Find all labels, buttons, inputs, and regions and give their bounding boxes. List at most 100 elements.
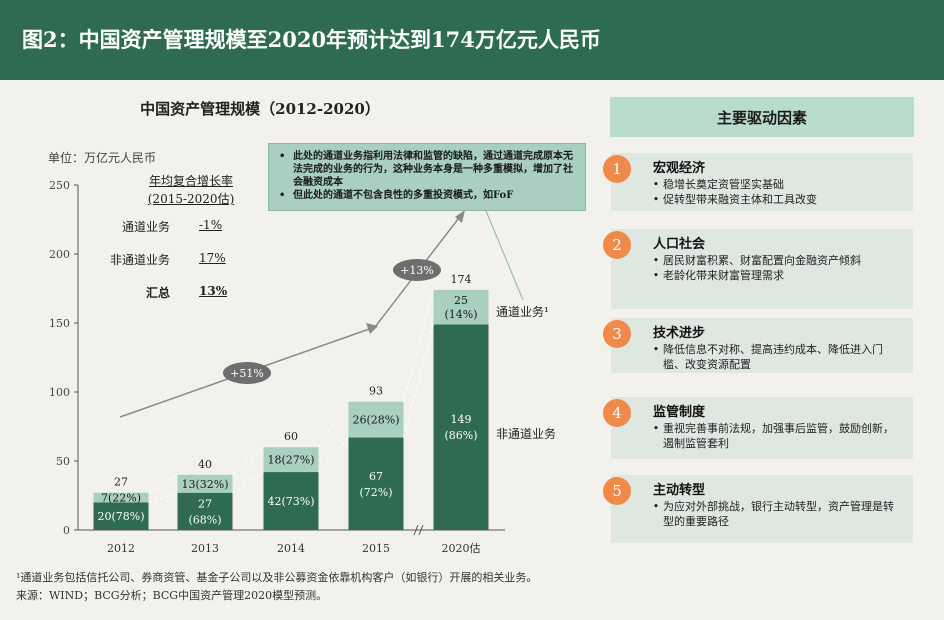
y-tick-label: 0 bbox=[63, 524, 70, 537]
axis-break-mark bbox=[418, 524, 424, 536]
unit-label: 单位：万亿元人民币 bbox=[48, 151, 157, 165]
drivers-heading: 主要驱动因素 bbox=[610, 97, 914, 137]
driver-card bbox=[611, 397, 913, 459]
connector-dashed bbox=[148, 492, 178, 503]
footnote-source: 来源：WIND；BCG分析；BCG中国资产管理2020模型预测。 bbox=[16, 589, 328, 602]
driver-points: • 居民财富积累、财富配置向金融资产倾斜 • 老龄化带来财富管理需求 bbox=[649, 253, 901, 283]
driver-points: • 为应对外部挑战，银行主动转型，资产管理是转型的重要路径 bbox=[649, 499, 901, 529]
growth-label: +13% bbox=[400, 264, 434, 277]
x-tick-label: 2015 bbox=[362, 542, 390, 555]
bar-channel bbox=[433, 289, 489, 325]
driver-number-badge: 2 bbox=[603, 231, 631, 259]
cagr-value-total: 13% bbox=[199, 284, 228, 298]
cagr-heading-line1: 年均复合增长率 bbox=[148, 174, 233, 188]
bar-channel bbox=[263, 447, 319, 473]
driver-point: • 老龄化带来财富管理需求 bbox=[652, 269, 784, 282]
connector-dashed bbox=[403, 289, 434, 402]
data-label-channel: (14%) bbox=[444, 308, 477, 321]
driver-points: • 重视完善事前法规，加强事后监管，鼓励创新，遏制监管套利 bbox=[649, 421, 901, 451]
data-label-channel: 26(28%) bbox=[352, 414, 399, 427]
driver-title: 技术进步 bbox=[653, 326, 706, 341]
data-label-non-channel: 42(73%) bbox=[267, 495, 314, 508]
driver-number-badge: 5 bbox=[603, 477, 631, 505]
segment-label-non-channel: 非通道业务 bbox=[496, 427, 557, 441]
driver-item: 2 人口社会 • 居民财富积累、财富配置向金融资产倾斜 • 老龄化带来财富管理需求 bbox=[603, 229, 913, 309]
driver-card bbox=[611, 318, 913, 373]
connector-dashed bbox=[232, 471, 264, 494]
connector-dashed bbox=[403, 324, 434, 438]
data-label-non-channel: 149 bbox=[451, 413, 472, 426]
total-label: 174 bbox=[451, 273, 472, 286]
page-title: 图2：中国资产管理规模至2020年预计达到174万亿元人民币 bbox=[22, 27, 601, 52]
bar-non-channel bbox=[263, 472, 319, 530]
cagr-heading: 年均复合增长率 (2015-2020估) bbox=[128, 172, 254, 208]
note-item: • 此处的通道业务指利用法律和监管的缺陷，通过通道完成原本无法完成的业务的行为，这… bbox=[279, 150, 577, 189]
cagr-label-non-channel: 非通道业务 bbox=[109, 253, 170, 267]
bar-channel bbox=[177, 474, 233, 493]
driver-card bbox=[611, 475, 913, 543]
arrowhead bbox=[366, 323, 378, 334]
chart-title: 中国资产管理规模（2012-2020） bbox=[140, 100, 380, 118]
note-pointer bbox=[485, 210, 524, 301]
y-tick-label: 200 bbox=[49, 248, 70, 261]
driver-point: • 降低信息不对称、提高违约成本、降低进入门槛、改变资源配置 bbox=[652, 343, 883, 371]
total-label: 40 bbox=[198, 458, 212, 471]
header-banner: 图2：中国资产管理规模至2020年预计达到174万亿元人民币 bbox=[0, 0, 944, 80]
driver-item: 1 宏观经济 • 稳增长奠定资管坚实基础 • 促转型带来融资主体和工具改变 bbox=[603, 153, 913, 211]
connector-dashed bbox=[232, 446, 264, 476]
y-tick-label: 250 bbox=[49, 179, 70, 192]
note-item: • 但此处的通道不包含良性的多重投资模式，如FoF bbox=[279, 190, 514, 201]
driver-point: • 促转型带来融资主体和工具改变 bbox=[652, 193, 817, 206]
bar-channel bbox=[348, 401, 404, 438]
x-tick-label: 2013 bbox=[191, 542, 219, 555]
driver-card bbox=[611, 229, 913, 309]
driver-point: • 重视完善事前法规，加强事后监管，鼓励创新，遏制监管套利 bbox=[652, 422, 894, 450]
data-label-non-channel: (86%) bbox=[444, 429, 477, 442]
note-box: • 此处的通道业务指利用法律和监管的缺陷，通过通道完成原本无法完成的业务的行为，这… bbox=[268, 143, 586, 211]
growth-arrow bbox=[119, 213, 463, 418]
data-label-channel: 7(22%) bbox=[101, 492, 141, 505]
data-label-non-channel: (72%) bbox=[359, 486, 392, 499]
driver-title: 监管制度 bbox=[653, 405, 706, 420]
driver-title: 宏观经济 bbox=[653, 161, 706, 176]
data-label-channel: 18(27%) bbox=[267, 454, 314, 467]
cagr-heading-line2: (2015-2020估) bbox=[147, 192, 235, 206]
x-tick-label: 2020估 bbox=[442, 542, 481, 555]
driver-number-badge: 4 bbox=[603, 399, 631, 427]
cagr-value-channel: -1% bbox=[199, 218, 223, 232]
y-tick-label: 150 bbox=[49, 317, 70, 330]
footnote-definition: ¹通道业务包括信托公司、券商资管、基金子公司以及非公募资金依靠机构客户（如银行）… bbox=[16, 571, 538, 584]
cagr-label-total: 汇总 bbox=[145, 286, 170, 300]
driver-title: 主动转型 bbox=[653, 483, 706, 498]
driver-item: 4 监管制度 • 重视完善事前法规，加强事后监管，鼓励创新，遏制监管套利 bbox=[603, 397, 913, 459]
bar-non-channel bbox=[177, 492, 233, 530]
note-text-1: 此处的通道业务指利用法律和监管的缺陷，通过通道完成原本无法完成的业务的行为，这种… bbox=[293, 151, 573, 188]
total-label: 93 bbox=[369, 385, 383, 398]
data-label-non-channel: (68%) bbox=[188, 513, 221, 526]
data-label-channel: 25 bbox=[454, 294, 468, 307]
data-label-non-channel: 27 bbox=[198, 497, 212, 510]
axis-break-mark bbox=[413, 524, 419, 536]
bar-channel bbox=[93, 492, 149, 503]
driver-point: • 稳增长奠定资管坚实基础 bbox=[652, 178, 784, 191]
bar-non-channel bbox=[348, 437, 404, 530]
bar-non-channel bbox=[93, 502, 149, 530]
data-label-channel: 13(32%) bbox=[181, 478, 228, 491]
driver-number-badge: 1 bbox=[603, 155, 631, 183]
total-label: 27 bbox=[114, 476, 128, 489]
cagr-value-non-channel: 17% bbox=[199, 251, 226, 265]
growth-badge bbox=[223, 362, 271, 384]
arrowhead bbox=[455, 210, 465, 223]
driver-points: • 稳增长奠定资管坚实基础 • 促转型带来融资主体和工具改变 bbox=[649, 177, 901, 207]
data-label-non-channel: 67 bbox=[369, 470, 383, 483]
connector-dashed bbox=[148, 474, 178, 494]
driver-number-badge: 3 bbox=[603, 320, 631, 348]
segment-label-channel: 通道业务¹ bbox=[496, 305, 549, 319]
x-tick-label: 2014 bbox=[277, 542, 305, 555]
connector-dashed bbox=[318, 437, 349, 473]
growth-badge bbox=[393, 259, 441, 281]
total-label: 60 bbox=[284, 430, 298, 443]
y-tick-label: 50 bbox=[56, 455, 70, 468]
driver-point: • 为应对外部挑战，银行主动转型，资产管理是转型的重要路径 bbox=[652, 500, 894, 528]
